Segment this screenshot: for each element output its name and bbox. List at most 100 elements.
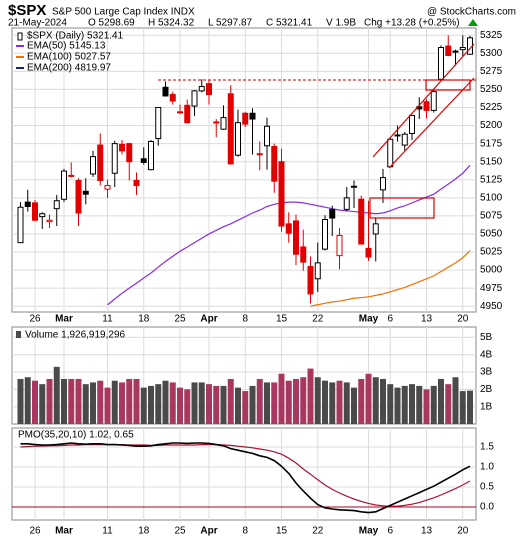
candle-body	[140, 158, 147, 163]
volume-bar	[191, 382, 198, 424]
candle-body	[111, 143, 118, 174]
legend-icon	[16, 331, 21, 338]
y-tick-label: 0.0	[480, 502, 494, 513]
volume-bar	[467, 390, 473, 424]
volume-bar	[32, 380, 38, 424]
volume-bar	[423, 389, 430, 424]
candle-body	[336, 234, 343, 257]
volume-bar	[264, 382, 270, 424]
volume-bar	[220, 385, 227, 424]
candle-body	[438, 47, 444, 80]
legend-label: EMA(50) 5145.13	[27, 41, 106, 52]
candle-body	[68, 174, 75, 177]
volume-bar	[104, 387, 111, 424]
x-tick-label: 15	[276, 314, 288, 325]
volume-bar	[198, 382, 205, 424]
candle-body	[198, 86, 205, 92]
candle-body	[61, 170, 67, 200]
candle-body	[423, 101, 430, 111]
volume-bar	[401, 385, 408, 424]
x-tick-label: May	[359, 526, 379, 537]
candle-body	[104, 185, 111, 190]
change: Chg +13.28 (+0.25%)	[364, 18, 460, 29]
x-tick-label: Apr	[200, 314, 217, 325]
volume-bar	[409, 384, 415, 424]
drawings	[369, 43, 475, 219]
volume-bar	[387, 384, 394, 424]
volume-bar	[351, 387, 357, 424]
x-tick-label: 25	[174, 314, 186, 325]
candle-body	[235, 122, 241, 156]
legend-label: EMA(200) 4819.97	[27, 63, 111, 74]
volume-bar	[372, 377, 379, 424]
symbol: $SPX	[8, 2, 46, 19]
volume-bar	[249, 385, 256, 424]
x-tick-label: 26	[29, 314, 41, 325]
x-tick-label: 11	[102, 314, 113, 325]
candle-body	[271, 146, 278, 182]
candle-body	[394, 134, 401, 137]
candle-body	[39, 213, 46, 218]
volume-bar	[438, 378, 444, 424]
x-tick-label: 6	[387, 314, 393, 325]
volume-bar	[430, 385, 437, 424]
volume-bar	[300, 377, 307, 424]
pmo-line	[20, 444, 471, 507]
legend-label: EMA(100) 5027.57	[27, 52, 111, 63]
y-tick-label: 3B	[480, 367, 493, 378]
volume-bar	[39, 384, 46, 424]
volume-bar	[126, 378, 133, 424]
volume-bar	[256, 378, 263, 424]
candle-body	[206, 83, 212, 95]
candle-body	[191, 90, 198, 107]
channel-line	[388, 77, 475, 169]
x-tick-label: 25	[174, 526, 186, 537]
volume-bar	[358, 378, 365, 424]
volume-bar	[61, 378, 67, 424]
candle-body	[32, 202, 38, 221]
candle-body	[380, 177, 386, 191]
open: O 5298.69	[88, 18, 135, 29]
y-tick-label: 5200	[480, 120, 503, 131]
volume-bar	[271, 382, 278, 424]
y-tick-label: 1.0	[480, 462, 494, 473]
candle-body	[278, 161, 285, 227]
ema-line	[310, 250, 471, 307]
x-tick-label: 18	[138, 526, 150, 537]
volume-bar	[68, 378, 75, 424]
candle-body	[242, 112, 249, 125]
y-tick-label: 4975	[480, 283, 503, 294]
y-tick-label: 5325	[480, 30, 503, 41]
candle-body	[322, 219, 328, 250]
x-tick-label: 20	[457, 526, 469, 537]
ema-line	[107, 164, 471, 306]
volume-bar	[394, 387, 401, 424]
legend	[17, 32, 23, 41]
plot	[17, 35, 476, 307]
volume-bar	[53, 366, 60, 424]
volume-bar	[416, 385, 423, 424]
volume-bar	[343, 382, 350, 424]
y-tick-label: 5050	[480, 229, 503, 240]
y-tick-label: 4950	[480, 301, 503, 312]
volume-bar	[445, 384, 452, 424]
y-tick-label: 5150	[480, 156, 503, 167]
volume-bar	[119, 382, 125, 424]
channel-line	[372, 43, 475, 158]
volume-bar	[242, 391, 249, 424]
panel-title: Volume 1,926,919,296	[25, 330, 126, 341]
volume-bar	[133, 378, 140, 424]
volume-bar	[148, 385, 154, 424]
x-tick-label: 20	[457, 314, 469, 325]
candle-body	[119, 143, 125, 152]
candle-body	[97, 144, 104, 181]
x-tick-label: 15	[276, 526, 288, 537]
x-tick-label: 13	[421, 314, 433, 325]
symbol-name: S&P 500 Large Cap Index INDX	[52, 7, 195, 18]
volume-bar	[206, 384, 212, 424]
volume-bar	[213, 385, 220, 424]
candle-body	[387, 138, 394, 168]
candle-body	[249, 112, 256, 120]
candle-body	[343, 197, 350, 210]
y-tick-label: 2B	[480, 384, 493, 395]
